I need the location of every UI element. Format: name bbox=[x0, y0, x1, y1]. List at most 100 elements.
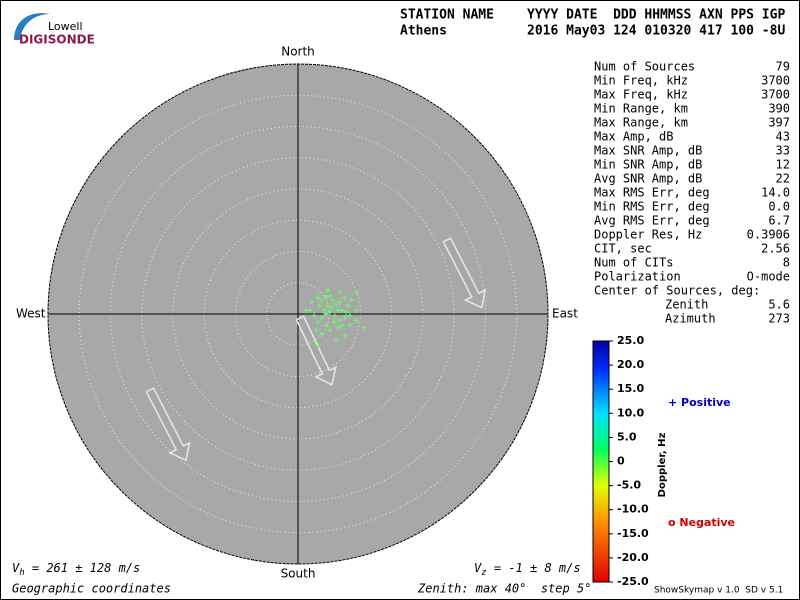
legend-negative: o Negative bbox=[668, 516, 735, 529]
stat-value: 6.7 bbox=[768, 214, 790, 228]
stat-label: Avg SNR Amp, dB bbox=[594, 172, 702, 186]
source-point bbox=[315, 342, 321, 348]
source-point bbox=[325, 287, 331, 293]
zenith-label: Zenith: max 40° step 5° bbox=[417, 582, 591, 596]
colorbar-tick-label: -5.0 bbox=[617, 479, 641, 492]
stat-label: Zenith bbox=[665, 298, 708, 312]
source-point bbox=[349, 297, 355, 303]
source-point bbox=[343, 309, 349, 315]
stat-value: 2.56 bbox=[761, 242, 790, 256]
stat-label: Min SNR Amp, dB bbox=[594, 158, 702, 172]
colorbar-tick-label: -15.0 bbox=[617, 527, 649, 540]
stat-value: 5.6 bbox=[768, 298, 790, 312]
header-fields: 2016 May03 124 010320 417 100 -8U bbox=[527, 24, 785, 39]
stat-value: 43 bbox=[776, 130, 790, 144]
source-point bbox=[327, 327, 333, 333]
colorbar-title: Doppler, Hz bbox=[657, 433, 668, 498]
colorbar-tick-label: 5.0 bbox=[617, 430, 637, 443]
colorbar-tick-label: 20.0 bbox=[617, 358, 644, 371]
source-point bbox=[303, 307, 309, 313]
stat-value: 0.0 bbox=[768, 200, 790, 214]
source-point bbox=[339, 307, 345, 313]
colorbar-tick-label: 10.0 bbox=[617, 406, 644, 419]
stat-value: 33 bbox=[776, 144, 790, 158]
stat-label: Max Range, km bbox=[594, 116, 688, 130]
source-point bbox=[315, 319, 321, 325]
stat-label: Num of CITs bbox=[594, 256, 673, 270]
source-point bbox=[323, 311, 329, 317]
source-point bbox=[313, 327, 319, 333]
stat-label: Center of Sources, deg: bbox=[594, 284, 760, 298]
vh-label: Vh = 261 ± 128 m/s bbox=[12, 561, 140, 578]
source-point bbox=[333, 301, 339, 307]
source-point bbox=[342, 333, 348, 339]
source-point bbox=[347, 322, 353, 328]
stat-value: 8 bbox=[783, 256, 790, 270]
source-point bbox=[361, 325, 367, 331]
stat-value: 3700 bbox=[761, 74, 790, 88]
stat-label: Min Range, km bbox=[594, 102, 688, 116]
logo-bottom: DIGISONDE bbox=[19, 33, 95, 47]
velocity-arrow bbox=[295, 315, 337, 386]
colorbar-tick-label: -25.0 bbox=[617, 575, 649, 588]
colorbar-tick-label: -10.0 bbox=[617, 503, 649, 516]
stat-label: Max RMS Err, deg bbox=[594, 186, 710, 200]
source-point bbox=[321, 307, 327, 313]
velocity-arrow bbox=[442, 237, 487, 309]
stat-value: 3700 bbox=[761, 88, 790, 102]
stat-value: 12 bbox=[776, 158, 790, 172]
source-point bbox=[332, 313, 338, 319]
stat-value: 390 bbox=[768, 102, 790, 116]
source-point bbox=[347, 312, 353, 318]
stat-value: 22 bbox=[776, 172, 790, 186]
stat-value: 14.0 bbox=[761, 186, 790, 200]
source-point bbox=[315, 295, 321, 301]
colorbar-tick-label: -20.0 bbox=[617, 551, 649, 564]
source-point bbox=[333, 337, 339, 343]
stat-label: Min Freq, kHz bbox=[594, 74, 688, 88]
direction-label: North bbox=[281, 45, 315, 59]
source-point bbox=[341, 295, 347, 301]
stat-value: 273 bbox=[768, 312, 790, 326]
source-point bbox=[311, 313, 317, 319]
direction-label: East bbox=[552, 307, 578, 321]
source-point bbox=[353, 317, 359, 323]
source-point bbox=[337, 289, 343, 295]
source-point bbox=[337, 317, 343, 323]
logo-swoosh bbox=[14, 13, 50, 40]
source-point bbox=[323, 294, 329, 300]
stat-value: 397 bbox=[768, 116, 790, 130]
stat-value: O-mode bbox=[747, 270, 790, 284]
legend-positive: + Positive bbox=[668, 396, 731, 409]
source-point bbox=[331, 319, 337, 325]
source-point bbox=[327, 293, 333, 299]
velocity-arrow bbox=[145, 387, 191, 462]
stat-label: Min RMS Err, deg bbox=[594, 200, 710, 214]
source-point bbox=[353, 289, 359, 295]
stat-value: 0.3906 bbox=[747, 228, 790, 242]
stat-label: Azimuth bbox=[665, 312, 716, 326]
direction-label: West bbox=[16, 307, 46, 321]
colorbar-tick-label: 0 bbox=[617, 455, 625, 468]
stat-label: Num of Sources bbox=[594, 60, 695, 74]
source-point bbox=[317, 303, 323, 309]
logo-top: Lowell bbox=[48, 20, 83, 33]
colorbar-tick-label: 15.0 bbox=[617, 382, 644, 395]
stat-label: CIT, sec bbox=[594, 242, 652, 256]
source-point bbox=[327, 309, 333, 315]
colorbar-tick-label: 25.0 bbox=[617, 334, 644, 347]
vz-label: Vz = -1 ± 8 m/s bbox=[474, 561, 581, 578]
version-label: ShowSkymap v 1.0 SD v 5.1 bbox=[654, 586, 783, 596]
source-point bbox=[337, 299, 343, 305]
stat-label: Max Amp, dB bbox=[594, 130, 673, 144]
source-point bbox=[339, 323, 345, 329]
stat-label: Max SNR Amp, dB bbox=[594, 144, 702, 158]
source-point bbox=[330, 297, 336, 303]
source-point bbox=[323, 322, 329, 328]
source-point bbox=[319, 315, 325, 321]
stat-label: Polarization bbox=[594, 270, 681, 284]
header-fields: YYYY DATE DDD HHMMSS AXN PPS IGP bbox=[527, 8, 785, 23]
source-point bbox=[309, 299, 315, 305]
header-name: STATION NAME bbox=[400, 8, 494, 23]
